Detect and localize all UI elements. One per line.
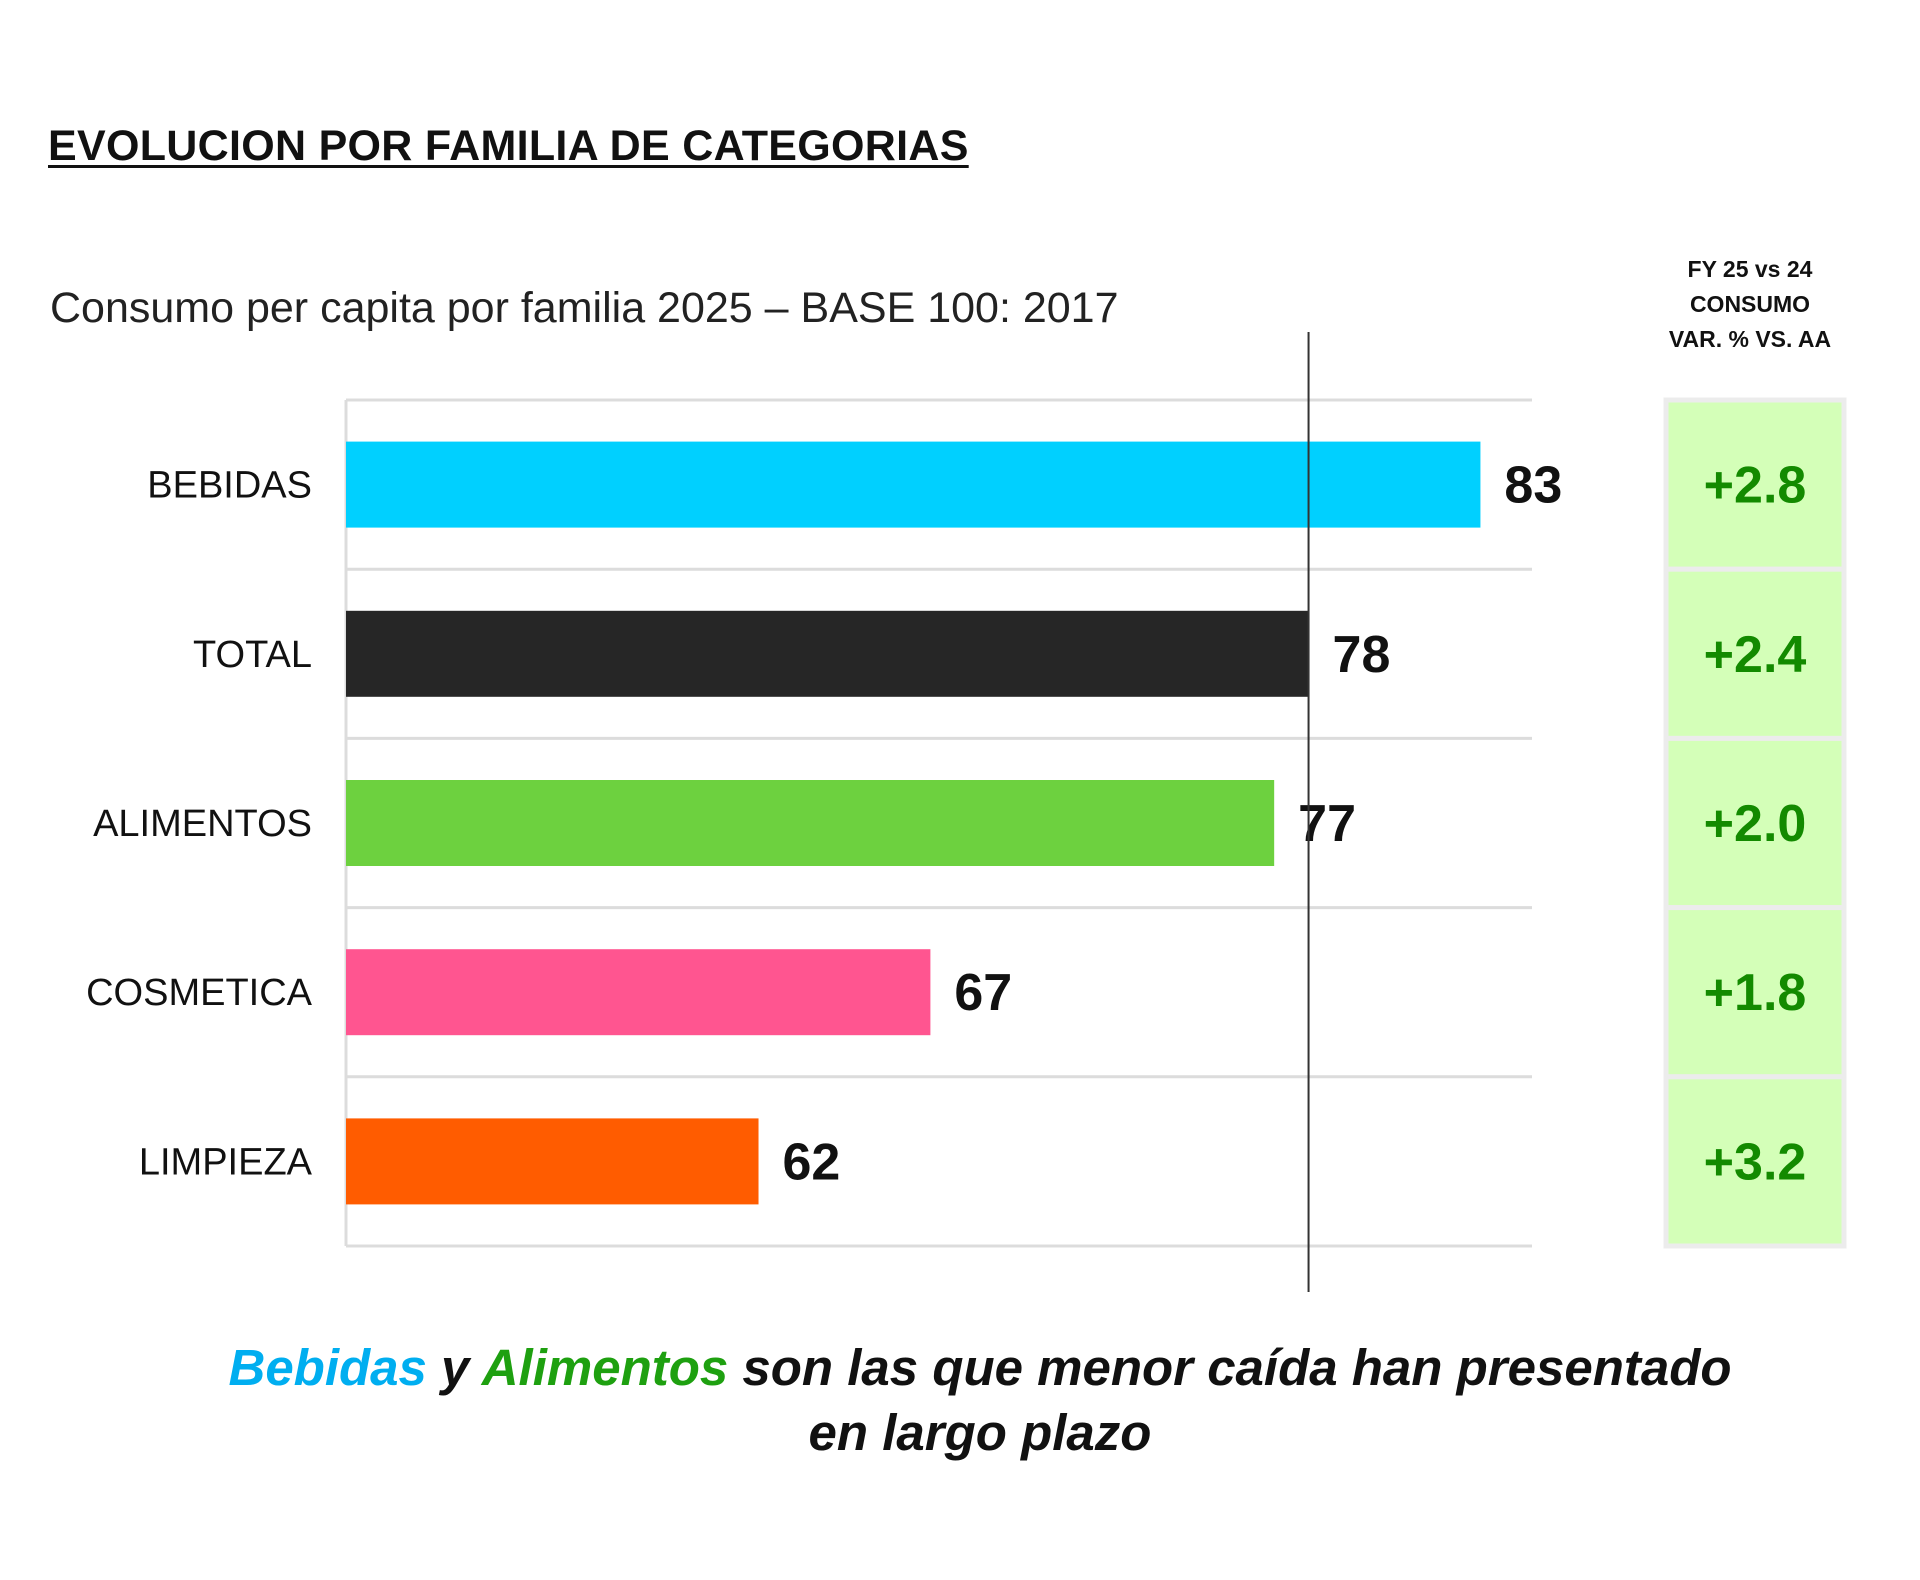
bar-bebidas — [346, 441, 1481, 528]
variation-box — [1663, 397, 1847, 572]
value-label: 78 — [1333, 626, 1391, 684]
category-label: TOTAL — [193, 634, 312, 676]
chart-subtitle: Consumo per capita por familia 2025 – BA… — [50, 284, 1119, 332]
caption-rest: son las que menor caída han presentado — [728, 1339, 1732, 1396]
page-title: EVOLUCION POR FAMILIA DE CATEGORIAS — [48, 122, 969, 170]
variation-header-line: CONSUMO — [1689, 291, 1811, 317]
bar-alimentos — [346, 780, 1275, 866]
caption-line-2: en largo plazo — [808, 1404, 1152, 1461]
category-label: LIMPIEZA — [139, 1141, 313, 1183]
caption-joiner: y — [426, 1339, 482, 1396]
variation-header: FY 25 vs 24 CONSUMO VAR. % VS. AA — [1630, 252, 1870, 357]
variation-value: +1.8 — [1704, 964, 1807, 1022]
bar-cosmetica — [346, 949, 931, 1036]
variation-header-line: FY 25 vs 24 — [1687, 256, 1813, 282]
value-label: 77 — [1298, 795, 1356, 853]
variation-header-line: VAR. % VS. AA — [1668, 326, 1832, 352]
variation-value: +2.4 — [1704, 626, 1807, 684]
category-label: COSMETICA — [86, 972, 313, 1014]
value-label: 83 — [1504, 457, 1562, 515]
variation-value: +3.2 — [1704, 1133, 1807, 1191]
variation-value: +2.8 — [1704, 457, 1807, 515]
caption-highlight-bebidas: Bebidas — [228, 1339, 427, 1396]
variation-box — [1663, 735, 1847, 911]
category-label: ALIMENTOS — [93, 803, 312, 845]
caption-highlight-alimentos: Alimentos — [481, 1339, 729, 1396]
caption-line-1: Bebidas y Alimentos son las que menor ca… — [0, 1335, 1920, 1400]
value-label: 62 — [783, 1133, 841, 1191]
category-label: BEBIDAS — [147, 465, 312, 507]
bar-limpieza — [346, 1118, 759, 1205]
variation-value: +2.0 — [1704, 795, 1807, 853]
variation-box — [1663, 1074, 1847, 1249]
variation-box — [1663, 566, 1847, 741]
bar-total — [346, 610, 1309, 697]
value-label: 67 — [954, 964, 1012, 1022]
caption: Bebidas y Alimentos son las que menor ca… — [0, 1335, 1920, 1465]
